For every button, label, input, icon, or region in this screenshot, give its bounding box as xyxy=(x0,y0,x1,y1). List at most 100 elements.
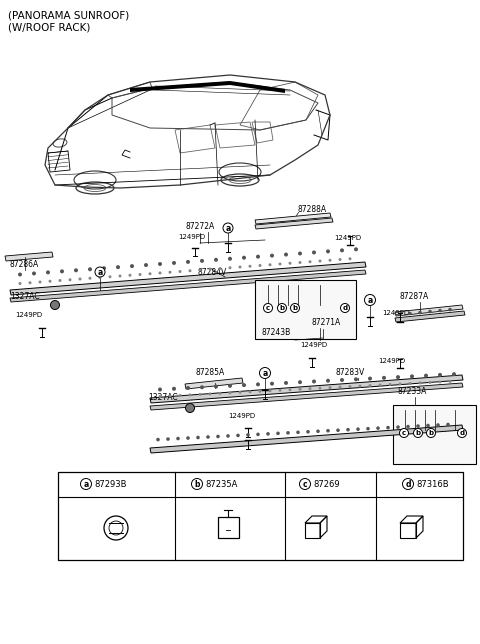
Circle shape xyxy=(452,372,456,376)
Text: 1327AC: 1327AC xyxy=(148,393,178,402)
Circle shape xyxy=(98,276,101,279)
Circle shape xyxy=(129,274,132,277)
Circle shape xyxy=(369,384,372,387)
Circle shape xyxy=(348,257,351,260)
Circle shape xyxy=(348,385,351,388)
Circle shape xyxy=(290,303,300,312)
Circle shape xyxy=(156,438,160,441)
Circle shape xyxy=(189,269,192,272)
Text: 87288A: 87288A xyxy=(298,205,327,214)
Polygon shape xyxy=(5,252,53,261)
Text: 87269: 87269 xyxy=(313,480,340,489)
Circle shape xyxy=(228,266,231,269)
Circle shape xyxy=(144,263,148,267)
Circle shape xyxy=(299,388,301,391)
Circle shape xyxy=(410,374,414,379)
Circle shape xyxy=(259,390,262,393)
Circle shape xyxy=(189,393,192,397)
Circle shape xyxy=(249,390,252,393)
Polygon shape xyxy=(395,305,463,316)
Text: 87243B: 87243B xyxy=(262,328,291,337)
Circle shape xyxy=(408,382,411,385)
Circle shape xyxy=(242,256,246,260)
Circle shape xyxy=(176,437,180,440)
Circle shape xyxy=(88,277,92,279)
Text: 87233A: 87233A xyxy=(398,387,427,396)
Circle shape xyxy=(446,422,450,426)
Circle shape xyxy=(309,260,312,263)
Circle shape xyxy=(309,387,312,390)
Circle shape xyxy=(328,259,332,261)
Text: 87284V: 87284V xyxy=(198,268,227,277)
Polygon shape xyxy=(255,213,331,224)
Circle shape xyxy=(208,392,212,395)
Circle shape xyxy=(319,260,322,263)
Text: 1249PD: 1249PD xyxy=(178,234,205,240)
Circle shape xyxy=(214,258,218,262)
Text: 1249PD: 1249PD xyxy=(300,342,327,348)
Text: (PANORAMA SUNROOF): (PANORAMA SUNROOF) xyxy=(8,10,129,20)
Text: 1249PD: 1249PD xyxy=(228,413,255,419)
Polygon shape xyxy=(10,262,366,295)
Text: 87316B: 87316B xyxy=(416,480,449,489)
Circle shape xyxy=(457,428,467,437)
Circle shape xyxy=(270,254,274,258)
Circle shape xyxy=(364,294,375,305)
Circle shape xyxy=(328,386,332,389)
Circle shape xyxy=(284,252,288,256)
Circle shape xyxy=(116,265,120,269)
Circle shape xyxy=(130,264,134,268)
Circle shape xyxy=(268,263,272,266)
Circle shape xyxy=(228,392,231,394)
Circle shape xyxy=(276,431,280,435)
Circle shape xyxy=(326,249,330,253)
Circle shape xyxy=(192,478,203,489)
Circle shape xyxy=(228,384,232,388)
Circle shape xyxy=(108,275,111,278)
Circle shape xyxy=(354,377,358,381)
Text: 1327AC: 1327AC xyxy=(10,292,40,301)
Circle shape xyxy=(200,259,204,263)
Circle shape xyxy=(428,310,432,314)
Text: (W/ROOF RACK): (W/ROOF RACK) xyxy=(8,22,90,32)
Text: 87271A: 87271A xyxy=(312,318,341,327)
Circle shape xyxy=(185,404,194,413)
Circle shape xyxy=(186,386,190,390)
Circle shape xyxy=(18,272,22,276)
Circle shape xyxy=(368,377,372,381)
Text: 87285A: 87285A xyxy=(195,368,224,377)
Circle shape xyxy=(206,435,210,439)
Circle shape xyxy=(366,427,370,430)
Circle shape xyxy=(223,223,233,233)
Circle shape xyxy=(424,374,428,377)
Circle shape xyxy=(436,423,440,427)
Circle shape xyxy=(356,428,360,431)
Circle shape xyxy=(158,262,162,266)
Circle shape xyxy=(172,387,176,391)
Circle shape xyxy=(246,433,250,437)
Circle shape xyxy=(396,375,400,379)
Circle shape xyxy=(28,281,32,284)
Circle shape xyxy=(418,311,422,314)
Circle shape xyxy=(439,381,442,383)
Circle shape xyxy=(278,389,281,392)
Circle shape xyxy=(59,279,61,282)
Circle shape xyxy=(298,252,302,256)
Circle shape xyxy=(398,313,402,316)
Circle shape xyxy=(346,428,350,431)
Circle shape xyxy=(386,426,390,430)
Text: 87286A: 87286A xyxy=(10,260,39,269)
Text: 1249PD: 1249PD xyxy=(15,312,42,318)
Text: 87235A: 87235A xyxy=(205,480,238,489)
Circle shape xyxy=(312,379,316,383)
Circle shape xyxy=(270,382,274,386)
Circle shape xyxy=(242,383,246,387)
Text: a: a xyxy=(263,368,268,377)
Circle shape xyxy=(264,303,273,312)
Text: b: b xyxy=(279,305,285,311)
Circle shape xyxy=(288,261,291,265)
Circle shape xyxy=(316,430,320,433)
Circle shape xyxy=(338,258,341,261)
Circle shape xyxy=(60,269,64,273)
Circle shape xyxy=(50,301,60,310)
